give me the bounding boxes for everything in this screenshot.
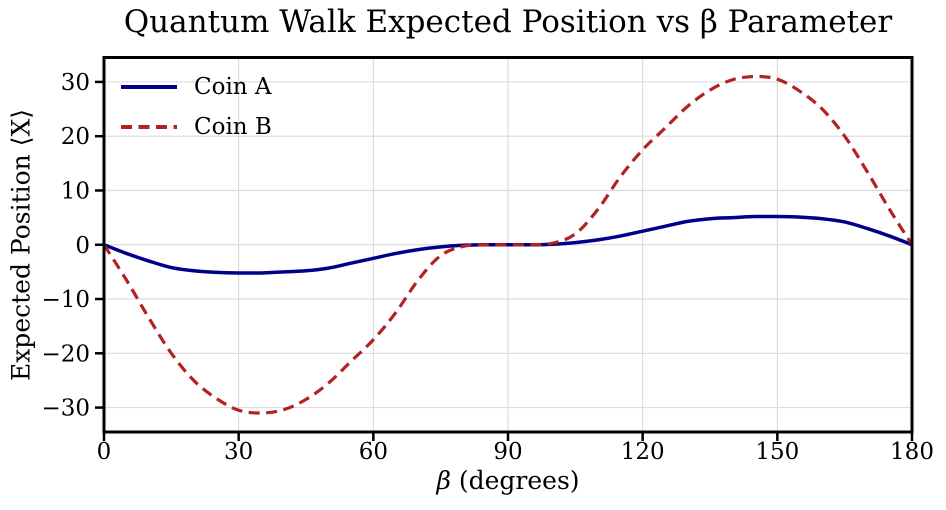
y-tick-label: 0 xyxy=(75,233,90,259)
x-axis-label-symbol: β xyxy=(436,466,451,495)
y-tick-label: 20 xyxy=(61,124,90,150)
y-tick-label: 30 xyxy=(61,70,90,96)
axes-spines xyxy=(102,56,914,434)
chart-title: Quantum Walk Expected Position vs β Para… xyxy=(123,4,893,40)
coin-b-line xyxy=(102,74,914,415)
legend: Coin A Coin B xyxy=(121,67,272,147)
legend-entry-coin-b: Coin B xyxy=(121,107,272,147)
y-tick-label: −30 xyxy=(41,396,90,422)
x-tick-label: 30 xyxy=(224,439,253,465)
x-tick-label: 90 xyxy=(493,439,522,465)
y-axis-label: Expected Position ⟨X⟩ xyxy=(6,108,36,382)
x-tick-label: 60 xyxy=(359,439,388,465)
y-tick-label: −20 xyxy=(41,341,90,367)
coin-a-line xyxy=(103,214,913,275)
x-tick-label: 180 xyxy=(890,439,934,465)
legend-label-coin-b: Coin B xyxy=(194,113,272,140)
y-tick-label: 10 xyxy=(61,178,90,204)
y-tick-label: −10 xyxy=(41,287,90,313)
x-axis-label-units: (degrees) xyxy=(450,466,580,495)
legend-entry-coin-a: Coin A xyxy=(121,67,272,107)
x-axis-label: β (degrees) xyxy=(104,466,912,495)
x-tick-label: 150 xyxy=(755,439,799,465)
x-tick-label: 0 xyxy=(97,439,112,465)
x-tick-label: 120 xyxy=(621,439,665,465)
legend-label-coin-a: Coin A xyxy=(194,73,272,100)
legend-swatch-coin-b xyxy=(121,125,177,129)
legend-swatch-coin-a xyxy=(121,85,177,89)
